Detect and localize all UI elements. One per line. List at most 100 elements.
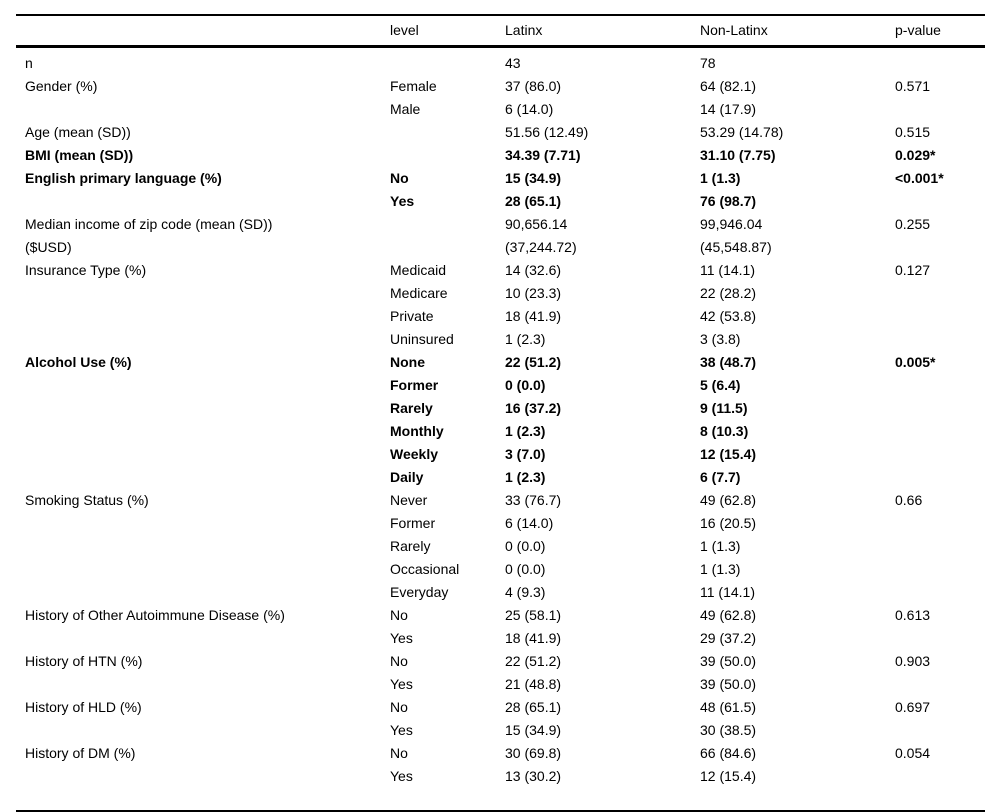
cell-latinx: 33 (76.7) bbox=[505, 492, 562, 508]
cell-latinx: 18 (41.9) bbox=[505, 308, 562, 324]
cell-p-value bbox=[895, 719, 985, 742]
column-header-p-value: p-value bbox=[895, 22, 941, 38]
cell-non-latinx: 76 (98.7) bbox=[700, 193, 757, 209]
cell-latinx: 0 (0.0) bbox=[505, 377, 546, 393]
row-level: Yes bbox=[390, 676, 413, 692]
table-row: Yes 13 (30.2) 12 (15.4) bbox=[16, 765, 985, 788]
cell-latinx: 0 (0.0) bbox=[505, 561, 546, 577]
row-label bbox=[16, 305, 390, 328]
row-level: No bbox=[390, 607, 408, 623]
table-row: History of HLD (%) No 28 (65.1) 48 (61.5) 0.… bbox=[16, 696, 985, 719]
cell-latinx: 51.56 (12.49) bbox=[505, 124, 589, 140]
cell-latinx: 1 (2.3) bbox=[505, 469, 546, 485]
row-level: Uninsured bbox=[390, 331, 454, 347]
cell-p-value: 0.697 bbox=[895, 699, 931, 715]
row-level: None bbox=[390, 354, 425, 370]
row-label: History of DM (%) bbox=[25, 745, 136, 761]
table-top-rule bbox=[16, 14, 985, 16]
cell-non-latinx: 42 (53.8) bbox=[700, 308, 757, 324]
cell-p-value: 0.255 bbox=[895, 216, 931, 232]
row-level bbox=[390, 213, 505, 259]
row-label: Median income of zip code (mean (SD)) ($… bbox=[25, 216, 273, 255]
row-level: Yes bbox=[390, 722, 413, 738]
table-row: Median income of zip code (mean (SD)) ($… bbox=[16, 213, 985, 259]
cell-latinx: 22 (51.2) bbox=[505, 354, 562, 370]
cell-non-latinx: 11 (14.1) bbox=[700, 584, 755, 600]
row-level: Medicaid bbox=[390, 262, 447, 278]
cell-p-value bbox=[895, 466, 985, 489]
cell-p-value bbox=[895, 512, 985, 535]
row-label bbox=[16, 581, 390, 604]
cell-p-value: 0.127 bbox=[895, 262, 931, 278]
row-level: Monthly bbox=[390, 423, 444, 439]
row-level bbox=[390, 52, 505, 75]
cell-p-value bbox=[895, 420, 985, 443]
cell-non-latinx: 64 (82.1) bbox=[700, 78, 757, 94]
row-level: Yes bbox=[390, 193, 415, 209]
row-level: Rarely bbox=[390, 538, 431, 554]
row-label: Alcohol Use (%) bbox=[25, 354, 132, 370]
table-row: History of HTN (%) No 22 (51.2) 39 (50.0) 0.… bbox=[16, 650, 985, 673]
table-row: Private 18 (41.9) 42 (53.8) bbox=[16, 305, 985, 328]
row-label bbox=[16, 535, 390, 558]
cell-latinx: 22 (51.2) bbox=[505, 653, 562, 669]
cell-p-value bbox=[895, 98, 985, 121]
column-header-level: level bbox=[390, 22, 419, 38]
cell-latinx: 6 (14.0) bbox=[505, 515, 554, 531]
row-label bbox=[16, 466, 390, 489]
cell-p-value bbox=[895, 558, 985, 581]
column-header-non-latinx: Non-Latinx bbox=[700, 22, 768, 38]
table-row: Gender (%) Female 37 (86.0) 64 (82.1) 0.571 bbox=[16, 75, 985, 98]
cell-p-value bbox=[895, 673, 985, 696]
row-level: Female bbox=[390, 78, 437, 94]
row-level: Everyday bbox=[390, 584, 449, 600]
cell-non-latinx: 39 (50.0) bbox=[700, 653, 757, 669]
cell-p-value: 0.903 bbox=[895, 653, 931, 669]
cell-non-latinx: 99,946.04 (45,548.87) bbox=[700, 216, 772, 255]
row-label: History of HTN (%) bbox=[25, 653, 143, 669]
table-row: BMI (mean (SD)) 34.39 (7.71) 31.10 (7.75) 0… bbox=[16, 144, 985, 167]
row-label bbox=[16, 397, 390, 420]
cell-non-latinx: 22 (28.2) bbox=[700, 285, 757, 301]
row-level: Former bbox=[390, 515, 436, 531]
table-row: Yes 28 (65.1) 76 (98.7) bbox=[16, 190, 985, 213]
table-header-rule bbox=[16, 45, 985, 48]
cell-non-latinx: 1 (1.3) bbox=[700, 561, 741, 577]
table-row: Age (mean (SD)) 51.56 (12.49) 53.29 (14.78… bbox=[16, 121, 985, 144]
cell-latinx: 15 (34.9) bbox=[505, 170, 562, 186]
table-row: n 43 78 bbox=[16, 52, 985, 75]
row-level: No bbox=[390, 170, 409, 186]
cell-latinx: 37 (86.0) bbox=[505, 78, 562, 94]
table-body: n 43 78 Gender (%) Female 37 (86.0) 64 (82.1) 0… bbox=[16, 48, 985, 810]
cohort-comparison-table: level Latinx Non-Latinx p-value n 43 78 Gen… bbox=[16, 14, 985, 812]
row-level: Yes bbox=[390, 630, 413, 646]
cell-non-latinx: 30 (38.5) bbox=[700, 722, 757, 738]
table-row: History of Other Autoimmune Disease (%) N… bbox=[16, 604, 985, 627]
cell-latinx: 90,656.14 (37,244.72) bbox=[505, 216, 577, 255]
row-label: Age (mean (SD)) bbox=[25, 124, 131, 140]
cell-p-value bbox=[895, 282, 985, 305]
table-row: Yes 15 (34.9) 30 (38.5) bbox=[16, 719, 985, 742]
cell-latinx: 6 (14.0) bbox=[505, 101, 554, 117]
row-level: Private bbox=[390, 308, 434, 324]
cell-non-latinx: 38 (48.7) bbox=[700, 354, 757, 370]
table-row: Occasional 0 (0.0) 1 (1.3) bbox=[16, 558, 985, 581]
cell-non-latinx: 11 (14.1) bbox=[700, 262, 755, 278]
cell-non-latinx: 9 (11.5) bbox=[700, 400, 748, 416]
row-level: Rarely bbox=[390, 400, 433, 416]
cell-latinx: 30 (69.8) bbox=[505, 745, 562, 761]
cell-non-latinx: 6 (7.7) bbox=[700, 469, 741, 485]
row-label bbox=[16, 190, 390, 213]
cell-latinx: 14 (32.6) bbox=[505, 262, 562, 278]
cell-non-latinx: 12 (15.4) bbox=[700, 768, 757, 784]
row-label bbox=[16, 512, 390, 535]
cell-non-latinx: 49 (62.8) bbox=[700, 607, 757, 623]
cell-non-latinx: 5 (6.4) bbox=[700, 377, 741, 393]
table-row: Yes 18 (41.9) 29 (37.2) bbox=[16, 627, 985, 650]
table-row: Former 0 (0.0) 5 (6.4) bbox=[16, 374, 985, 397]
cell-p-value bbox=[895, 397, 985, 420]
cell-non-latinx: 16 (20.5) bbox=[700, 515, 757, 531]
cell-non-latinx: 49 (62.8) bbox=[700, 492, 757, 508]
row-level: No bbox=[390, 653, 408, 669]
cell-p-value: 0.571 bbox=[895, 78, 931, 94]
